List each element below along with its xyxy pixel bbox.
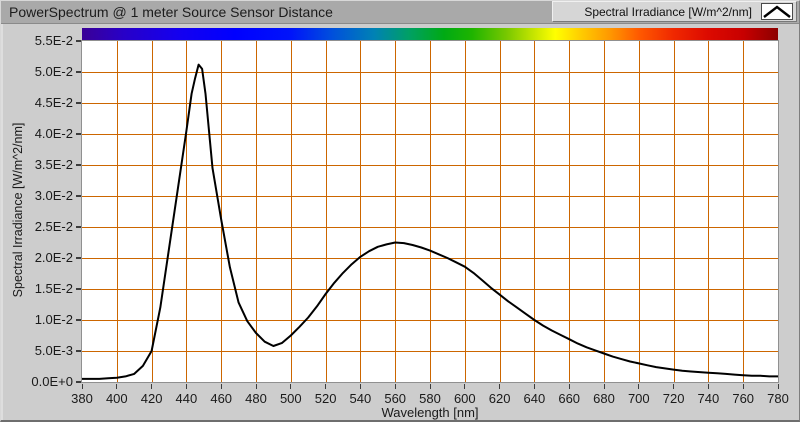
x-tick — [185, 384, 187, 389]
y-tick-label: 0.0E+0 — [31, 374, 73, 389]
x-tick-label: 440 — [175, 391, 198, 406]
x-tick-label: 600 — [453, 391, 476, 406]
x-tick — [394, 384, 396, 389]
x-tick — [325, 384, 327, 389]
y-tick-label: 1.5E-2 — [34, 281, 73, 296]
y-tick — [76, 102, 81, 104]
x-tick-label: 740 — [697, 391, 720, 406]
x-tick-label: 460 — [210, 391, 233, 406]
spectral-irradiance-curve — [82, 63, 778, 380]
y-tick-label: 5.5E-2 — [34, 33, 73, 48]
x-tick-label: 780 — [767, 391, 789, 406]
x-tick-label: 560 — [384, 391, 407, 406]
x-tick-label: 680 — [593, 391, 615, 406]
y-tick — [76, 133, 81, 135]
x-axis-title: Wavelength [nm] — [381, 405, 479, 420]
x-tick — [568, 384, 570, 389]
y-tick — [76, 71, 81, 73]
spectrum-curve-chart — [82, 41, 778, 382]
x-tick — [499, 384, 501, 389]
x-tick-label: 760 — [732, 391, 755, 406]
y-tick — [76, 319, 81, 321]
x-tick-label: 580 — [419, 391, 441, 406]
x-tick-label: 400 — [105, 391, 128, 406]
y-tick — [76, 195, 81, 197]
graph-panel: 380 400 420 440 460 480 500 520 540 560 580 600 620 6… — [1, 24, 799, 420]
x-tick-label: 620 — [488, 391, 511, 406]
x-tick-label: 480 — [245, 391, 267, 406]
x-tick — [673, 384, 675, 389]
x-tick-label: 540 — [349, 391, 372, 406]
y-tick-label: 3.0E-2 — [34, 188, 73, 203]
x-tick-label: 720 — [662, 391, 685, 406]
x-tick — [290, 384, 292, 389]
y-tick-label: 4.5E-2 — [34, 95, 73, 110]
y-tick — [76, 350, 81, 352]
x-tick — [359, 384, 361, 389]
x-tick — [81, 384, 83, 389]
x-tick-label: 380 — [71, 391, 93, 406]
y-tick-label: 3.5E-2 — [34, 157, 73, 172]
x-tick — [707, 384, 709, 389]
x-tick — [533, 384, 535, 389]
plot-legend[interactable]: Spectral Irradiance [W/m^2/nm] — [552, 1, 797, 22]
x-tick — [255, 384, 257, 389]
spectrum-gradient-bar — [82, 28, 778, 41]
legend-label: Spectral Irradiance [W/m^2/nm] — [584, 4, 752, 19]
line-style-peak-icon[interactable] — [761, 3, 793, 20]
x-tick — [742, 384, 744, 389]
x-tick-label: 700 — [627, 391, 650, 406]
y-tick — [76, 226, 81, 228]
x-tick — [116, 384, 118, 389]
x-tick — [638, 384, 640, 389]
x-axis: 380 400 420 440 460 480 500 520 540 560 580 600 620 6… — [71, 382, 789, 420]
y-tick-label: 1.0E-2 — [34, 312, 73, 327]
x-tick — [464, 384, 466, 389]
x-tick — [603, 384, 605, 389]
y-axis-title: Spectral Irradiance [W/m^2/nm] — [11, 122, 25, 298]
plot-area — [81, 40, 779, 383]
x-tick-label: 520 — [314, 391, 337, 406]
x-tick-label: 500 — [279, 391, 302, 406]
x-tick — [777, 384, 779, 389]
y-tick-label: 5.0E-3 — [34, 343, 73, 358]
x-tick-label: 660 — [558, 391, 581, 406]
y-tick — [76, 164, 81, 166]
y-tick — [76, 381, 81, 383]
y-tick-label: 5.0E-2 — [34, 64, 73, 79]
y-tick — [76, 40, 81, 42]
x-tick — [429, 384, 431, 389]
y-tick — [76, 257, 81, 259]
graph-title: PowerSpectrum @ 1 meter Source Sensor Di… — [9, 4, 333, 20]
x-tick — [220, 384, 222, 389]
y-tick — [76, 288, 81, 290]
y-tick-label: 2.5E-2 — [34, 219, 73, 234]
y-tick-label: 4.0E-2 — [34, 126, 73, 141]
x-tick-label: 420 — [140, 391, 163, 406]
x-tick-label: 640 — [523, 391, 546, 406]
x-tick — [151, 384, 153, 389]
y-tick-label: 2.0E-2 — [34, 250, 73, 265]
y-axis: 0.0E+0 5.0E-3 1.0E-2 1.5E-2 2.0E-2 2.5E-2 3.0E… — [3, 33, 82, 389]
